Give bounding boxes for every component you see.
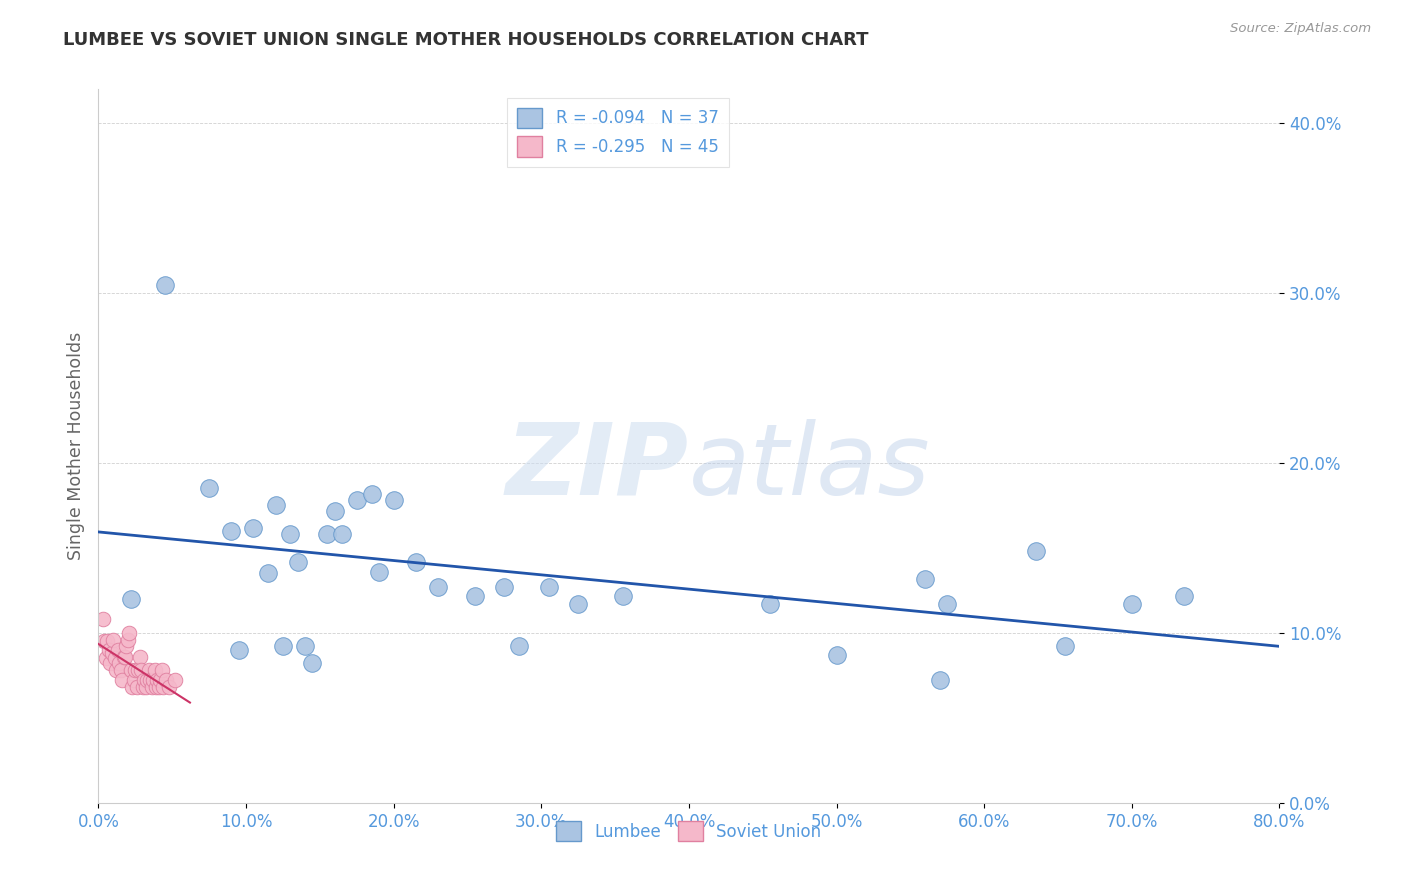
Point — [141, 680, 163, 694]
Point — [929, 673, 952, 688]
Point — [127, 663, 149, 677]
Point — [537, 580, 560, 594]
Text: atlas: atlas — [689, 419, 931, 516]
Point — [157, 680, 180, 694]
Point — [567, 597, 589, 611]
Point — [330, 527, 353, 541]
Point — [146, 673, 169, 688]
Point — [138, 663, 160, 677]
Point — [124, 663, 146, 677]
Point — [139, 673, 162, 688]
Point — [228, 643, 250, 657]
Point — [280, 527, 302, 541]
Point — [1054, 640, 1077, 654]
Point — [96, 634, 118, 648]
Point — [316, 527, 339, 541]
Point — [1025, 544, 1047, 558]
Point — [115, 640, 138, 654]
Point — [149, 673, 172, 688]
Point — [152, 680, 174, 694]
Point — [100, 646, 122, 660]
Point — [134, 673, 156, 688]
Point — [148, 680, 170, 694]
Point — [110, 663, 132, 677]
Point — [198, 482, 221, 496]
Point — [93, 634, 115, 648]
Point — [104, 651, 127, 665]
Point — [368, 565, 391, 579]
Text: LUMBEE VS SOVIET UNION SINGLE MOTHER HOUSEHOLDS CORRELATION CHART: LUMBEE VS SOVIET UNION SINGLE MOTHER HOU… — [63, 31, 869, 49]
Point — [294, 640, 316, 654]
Point — [108, 657, 131, 671]
Point — [122, 673, 145, 688]
Point — [914, 572, 936, 586]
Point — [323, 503, 346, 517]
Point — [153, 277, 176, 292]
Point — [94, 651, 117, 665]
Point — [1173, 589, 1195, 603]
Point — [136, 673, 159, 688]
Point — [759, 597, 782, 611]
Point — [135, 680, 157, 694]
Point — [242, 520, 264, 534]
Point — [97, 643, 120, 657]
Point — [382, 493, 405, 508]
Point — [155, 673, 177, 688]
Point — [128, 649, 150, 664]
Legend: Lumbee, Soviet Union: Lumbee, Soviet Union — [550, 814, 828, 848]
Point — [257, 566, 280, 581]
Point — [142, 673, 165, 688]
Point — [143, 663, 166, 677]
Point — [271, 640, 294, 654]
Point — [114, 649, 136, 664]
Text: ZIP: ZIP — [506, 419, 689, 516]
Point — [301, 657, 323, 671]
Point — [1121, 597, 1143, 611]
Point — [150, 663, 173, 677]
Point — [91, 612, 114, 626]
Point — [132, 680, 155, 694]
Point — [125, 680, 148, 694]
Point — [107, 643, 129, 657]
Point — [287, 555, 309, 569]
Point — [145, 680, 167, 694]
Point — [129, 663, 152, 677]
Point — [360, 486, 382, 500]
Point — [825, 648, 848, 662]
Point — [120, 591, 142, 606]
Point — [121, 680, 143, 694]
Point — [264, 499, 287, 513]
Point — [221, 524, 243, 538]
Point — [346, 493, 368, 508]
Point — [103, 632, 125, 647]
Point — [98, 657, 121, 671]
Point — [117, 632, 139, 647]
Point — [105, 663, 128, 677]
Point — [936, 597, 959, 611]
Text: Source: ZipAtlas.com: Source: ZipAtlas.com — [1230, 22, 1371, 36]
Point — [508, 640, 530, 654]
Point — [111, 673, 134, 688]
Point — [427, 580, 450, 594]
Point — [405, 555, 427, 569]
Point — [118, 626, 141, 640]
Point — [120, 663, 142, 677]
Point — [112, 649, 135, 664]
Y-axis label: Single Mother Households: Single Mother Households — [66, 332, 84, 560]
Point — [464, 589, 486, 603]
Point — [494, 580, 516, 594]
Point — [612, 589, 634, 603]
Point — [165, 673, 187, 688]
